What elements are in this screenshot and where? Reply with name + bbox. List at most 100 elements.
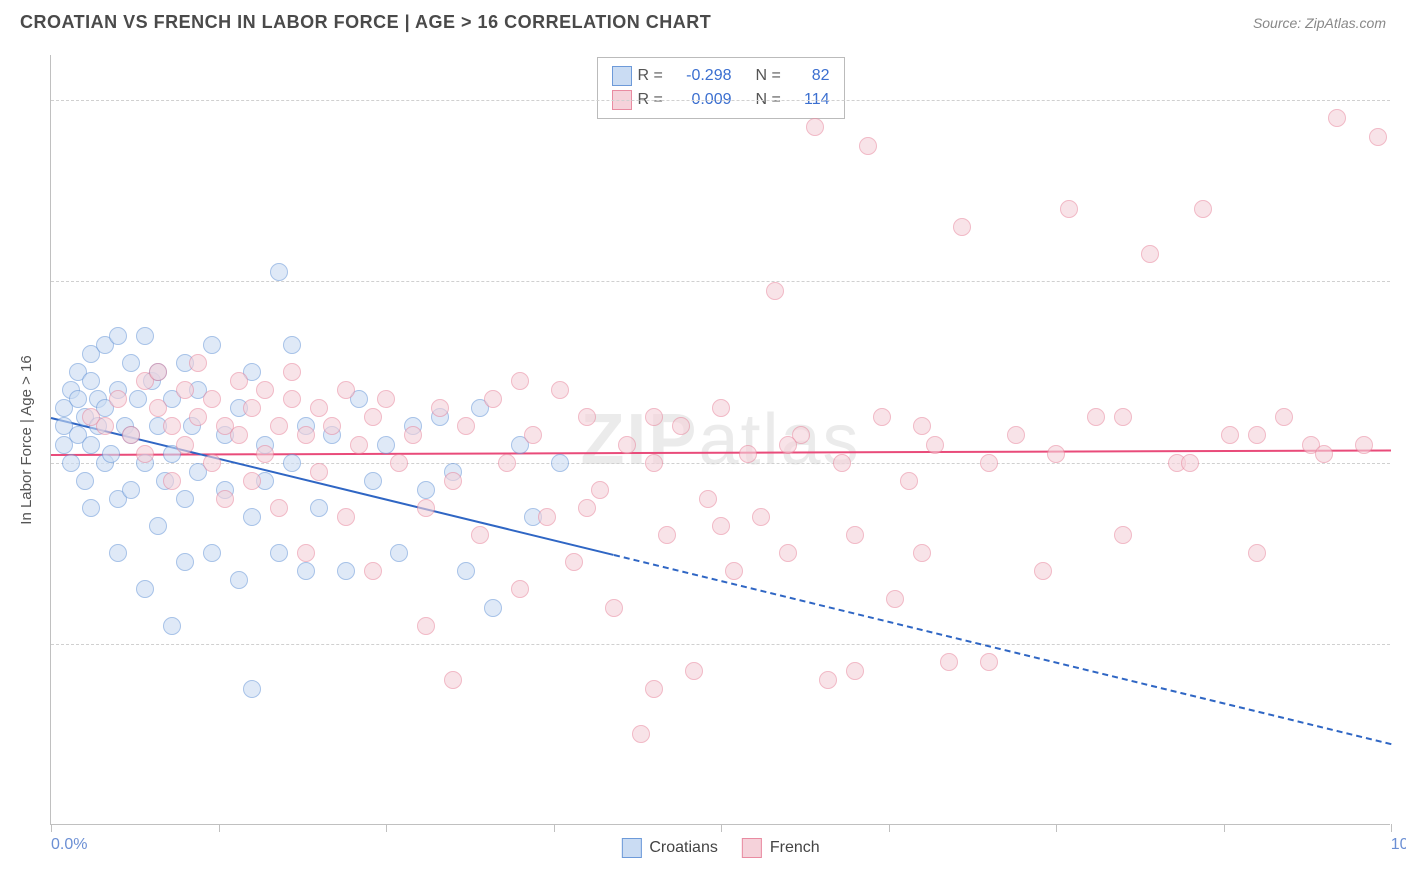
x-tick bbox=[889, 824, 890, 832]
data-point bbox=[404, 426, 422, 444]
source-label: Source: ZipAtlas.com bbox=[1253, 15, 1386, 31]
data-point bbox=[672, 417, 690, 435]
swatch-croatians bbox=[612, 66, 632, 86]
data-point bbox=[337, 381, 355, 399]
data-point bbox=[216, 490, 234, 508]
data-point bbox=[203, 336, 221, 354]
data-point bbox=[364, 562, 382, 580]
y-tick-label: 40.0% bbox=[1400, 635, 1406, 653]
x-tick bbox=[1391, 824, 1392, 832]
data-point bbox=[484, 599, 502, 617]
data-point bbox=[323, 417, 341, 435]
data-point bbox=[96, 417, 114, 435]
data-point bbox=[350, 436, 368, 454]
data-point bbox=[1248, 544, 1266, 562]
data-point bbox=[297, 426, 315, 444]
grid-line bbox=[51, 100, 1390, 101]
data-point bbox=[122, 481, 140, 499]
data-point bbox=[578, 499, 596, 517]
y-axis-title: In Labor Force | Age > 16 bbox=[18, 355, 35, 524]
data-point bbox=[846, 526, 864, 544]
data-point bbox=[337, 508, 355, 526]
y-tick-label: 60.0% bbox=[1400, 454, 1406, 472]
data-point bbox=[310, 399, 328, 417]
x-axis-max-label: 100.0% bbox=[1391, 836, 1406, 854]
data-point bbox=[297, 562, 315, 580]
data-point bbox=[189, 408, 207, 426]
data-point bbox=[310, 463, 328, 481]
data-point bbox=[618, 436, 636, 454]
data-point bbox=[913, 544, 931, 562]
grid-line bbox=[51, 281, 1390, 282]
data-point bbox=[538, 508, 556, 526]
legend-item-croatians: Croatians bbox=[621, 838, 717, 858]
legend-label-french: French bbox=[770, 839, 820, 857]
data-point bbox=[297, 544, 315, 562]
data-point bbox=[136, 580, 154, 598]
data-point bbox=[524, 426, 542, 444]
x-tick bbox=[1056, 824, 1057, 832]
data-point bbox=[377, 436, 395, 454]
data-point bbox=[859, 137, 877, 155]
data-point bbox=[256, 445, 274, 463]
data-point bbox=[109, 327, 127, 345]
data-point bbox=[243, 508, 261, 526]
data-point bbox=[243, 472, 261, 490]
data-point bbox=[712, 517, 730, 535]
data-point bbox=[163, 417, 181, 435]
data-point bbox=[176, 436, 194, 454]
data-point bbox=[900, 472, 918, 490]
data-point bbox=[685, 662, 703, 680]
data-point bbox=[913, 417, 931, 435]
data-point bbox=[129, 390, 147, 408]
data-point bbox=[980, 653, 998, 671]
data-point bbox=[752, 508, 770, 526]
data-point bbox=[779, 544, 797, 562]
data-point bbox=[551, 381, 569, 399]
data-point bbox=[819, 671, 837, 689]
stat-label-n: N = bbox=[756, 67, 784, 85]
chart-header: CROATIAN VS FRENCH IN LABOR FORCE | AGE … bbox=[0, 0, 1406, 41]
data-point bbox=[712, 399, 730, 417]
x-tick bbox=[219, 824, 220, 832]
x-tick bbox=[51, 824, 52, 832]
data-point bbox=[873, 408, 891, 426]
data-point bbox=[122, 426, 140, 444]
data-point bbox=[109, 544, 127, 562]
data-point bbox=[203, 390, 221, 408]
legend-item-french: French bbox=[742, 838, 820, 858]
data-point bbox=[1114, 408, 1132, 426]
data-point bbox=[1007, 426, 1025, 444]
data-point bbox=[417, 481, 435, 499]
data-point bbox=[645, 408, 663, 426]
data-point bbox=[163, 617, 181, 635]
stat-val-n-croatians: 82 bbox=[790, 67, 830, 85]
data-point bbox=[364, 408, 382, 426]
data-point bbox=[1315, 445, 1333, 463]
data-point bbox=[270, 499, 288, 517]
grid-line bbox=[51, 644, 1390, 645]
data-point bbox=[390, 454, 408, 472]
y-tick-label: 80.0% bbox=[1400, 272, 1406, 290]
data-point bbox=[283, 454, 301, 472]
data-point bbox=[136, 445, 154, 463]
data-point bbox=[1248, 426, 1266, 444]
data-point bbox=[766, 282, 784, 300]
data-point bbox=[1114, 526, 1132, 544]
data-point bbox=[82, 372, 100, 390]
data-point bbox=[511, 372, 529, 390]
data-point bbox=[940, 653, 958, 671]
data-point bbox=[605, 599, 623, 617]
data-point bbox=[82, 436, 100, 454]
data-point bbox=[102, 445, 120, 463]
data-point bbox=[364, 472, 382, 490]
data-point bbox=[980, 454, 998, 472]
data-point bbox=[926, 436, 944, 454]
data-point bbox=[1047, 445, 1065, 463]
data-point bbox=[498, 454, 516, 472]
data-point bbox=[444, 671, 462, 689]
data-point bbox=[1087, 408, 1105, 426]
data-point bbox=[283, 363, 301, 381]
data-point bbox=[1181, 454, 1199, 472]
chart-plot-area: ZIPatlas R = -0.298 N = 82 R = 0.009 N =… bbox=[50, 55, 1390, 825]
